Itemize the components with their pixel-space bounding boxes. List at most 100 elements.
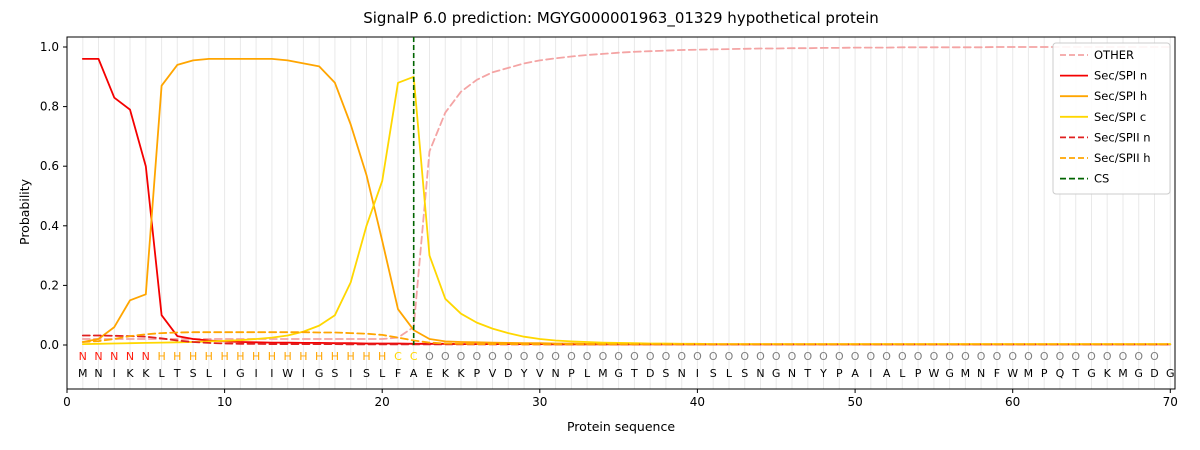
region-letter: O <box>1071 350 1080 363</box>
region-letter: O <box>1103 350 1112 363</box>
region-letter: H <box>205 350 213 363</box>
sequence-letter: Q <box>1056 367 1065 380</box>
x-tick-label: 10 <box>217 395 232 409</box>
sequence-letter: L <box>726 367 733 380</box>
sequence-letter: G <box>1087 367 1096 380</box>
sequence-letter: T <box>1071 367 1079 380</box>
region-letter: N <box>110 350 118 363</box>
region-letter: O <box>535 350 544 363</box>
region-letter: O <box>472 350 481 363</box>
sequence-letter: S <box>331 367 338 380</box>
sequence-letter: D <box>1150 367 1158 380</box>
region-letter: C <box>394 350 402 363</box>
sequence-letter: S <box>363 367 370 380</box>
legend-box <box>1052 42 1171 195</box>
sequence-letter: S <box>662 367 669 380</box>
sequence-letter: I <box>223 367 226 380</box>
x-tick-label: 0 <box>63 395 71 409</box>
region-letter: O <box>1024 350 1033 363</box>
legend-label: Sec/SPI n <box>1094 69 1147 83</box>
region-letter: O <box>425 350 434 363</box>
sequence-letter: G <box>1166 367 1175 380</box>
sequence-letter: N <box>788 367 796 380</box>
sequence-letter: N <box>94 367 102 380</box>
region-letter: O <box>1056 350 1065 363</box>
sequence-letter: G <box>614 367 623 380</box>
region-letter: O <box>677 350 686 363</box>
y-tick-label: 0.0 <box>40 338 59 352</box>
region-letter: O <box>1119 350 1128 363</box>
sequence-letter: K <box>442 367 450 380</box>
region-letter: H <box>315 350 323 363</box>
sequence-letter: A <box>883 367 891 380</box>
legend-label: Sec/SPII n <box>1094 130 1151 144</box>
region-letter: H <box>362 350 370 363</box>
region-letter: O <box>599 350 608 363</box>
region-letter: O <box>646 350 655 363</box>
region-letter: H <box>252 350 260 363</box>
sequence-letter: I <box>113 367 116 380</box>
sequence-letter: T <box>803 367 811 380</box>
sequence-letter: W <box>282 367 293 380</box>
sequence-letter: K <box>142 367 150 380</box>
sequence-letter: S <box>741 367 748 380</box>
sequence-letter: G <box>772 367 781 380</box>
sequence-letter: G <box>1134 367 1143 380</box>
region-letter: O <box>803 350 812 363</box>
sequence-letter: I <box>270 367 273 380</box>
region-letter: O <box>583 350 592 363</box>
sequence-letter: V <box>536 367 544 380</box>
sequence-letter: Y <box>819 367 827 380</box>
sequence-letter: N <box>551 367 559 380</box>
region-letter: O <box>898 350 907 363</box>
region-letter: H <box>157 350 165 363</box>
region-letter: O <box>725 350 734 363</box>
region-letter: H <box>189 350 197 363</box>
region-letter: O <box>662 350 671 363</box>
sequence-letter: Y <box>520 367 528 380</box>
region-letter: O <box>961 350 970 363</box>
region-letter: O <box>630 350 639 363</box>
series-sec-spi-c <box>81 75 1172 346</box>
sequence-letter: P <box>1041 367 1048 380</box>
series-other <box>81 46 1172 340</box>
region-letter: H <box>299 350 307 363</box>
sequence-letter: W <box>928 367 939 380</box>
region-letter: O <box>914 350 923 363</box>
sequence-letter: F <box>395 367 401 380</box>
sequence-letter: N <box>678 367 686 380</box>
region-letter: O <box>1134 350 1143 363</box>
plot-frame <box>66 36 1176 390</box>
region-letter: O <box>441 350 450 363</box>
region-letter: H <box>331 350 339 363</box>
sequence-letter: I <box>254 367 257 380</box>
region-letter: O <box>614 350 623 363</box>
region-letter: O <box>993 350 1002 363</box>
sequence-letter: K <box>457 367 465 380</box>
region-letter: H <box>173 350 181 363</box>
legend-label: CS <box>1094 172 1109 186</box>
region-letter: O <box>1150 350 1159 363</box>
region-letter: O <box>504 350 513 363</box>
sequence-letter: I <box>302 367 305 380</box>
region-letter: N <box>79 350 87 363</box>
sequence-letter: D <box>504 367 512 380</box>
sequence-letter: K <box>126 367 134 380</box>
legend-label: Sec/SPI h <box>1094 89 1147 103</box>
y-tick-label: 0.4 <box>40 219 59 233</box>
x-tick-label: 30 <box>532 395 547 409</box>
legend-label: Sec/SPI c <box>1094 110 1146 124</box>
region-letter: O <box>740 350 749 363</box>
region-letter: O <box>709 350 718 363</box>
sequence-letter: N <box>977 367 985 380</box>
y-tick-label: 0.6 <box>40 159 59 173</box>
sequence-letter: F <box>994 367 1000 380</box>
chart-title: SignalP 6.0 prediction: MGYG000001963_01… <box>363 9 879 27</box>
region-letter: O <box>488 350 497 363</box>
region-letter: O <box>551 350 560 363</box>
region-letter: O <box>567 350 576 363</box>
x-tick-label: 20 <box>375 395 390 409</box>
region-letter: O <box>930 350 939 363</box>
